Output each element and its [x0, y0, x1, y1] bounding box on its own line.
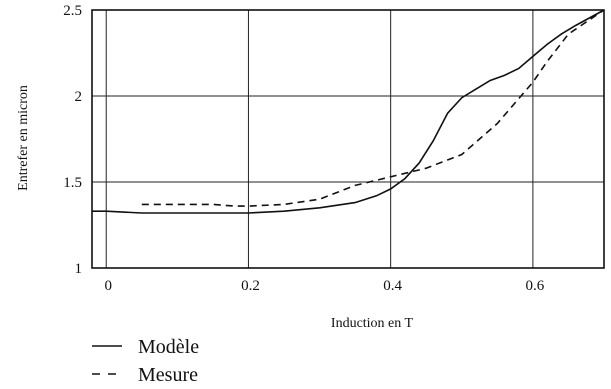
- x-tick-label: 0.4: [383, 278, 402, 294]
- x-tick-label: 0.6: [526, 278, 545, 294]
- legend-label: Mesure: [138, 364, 198, 386]
- tick-labels: 0 0.2 0.4 0.6 1 1.5 2 2.5: [63, 3, 545, 294]
- x-tick-label: 0: [104, 278, 112, 294]
- plot-frame: [91, 9, 605, 269]
- x-axis-title: Induction en T: [331, 316, 414, 331]
- x-tick-label: 0.2: [241, 278, 260, 294]
- grid-layer: [92, 10, 604, 268]
- y-tick-label: 2.5: [63, 3, 82, 19]
- legend-label: Modèle: [138, 336, 199, 358]
- series-layer: [92, 9, 605, 214]
- legend: Modèle Mesure: [92, 336, 199, 386]
- y-axis-title: Entrefer en micron: [16, 85, 31, 191]
- series-line-mesure: [141, 9, 605, 207]
- y-tick-label: 1: [75, 261, 83, 277]
- series-line-modele: [92, 9, 605, 214]
- y-tick-label: 2: [75, 89, 83, 105]
- y-tick-label: 1.5: [63, 175, 82, 191]
